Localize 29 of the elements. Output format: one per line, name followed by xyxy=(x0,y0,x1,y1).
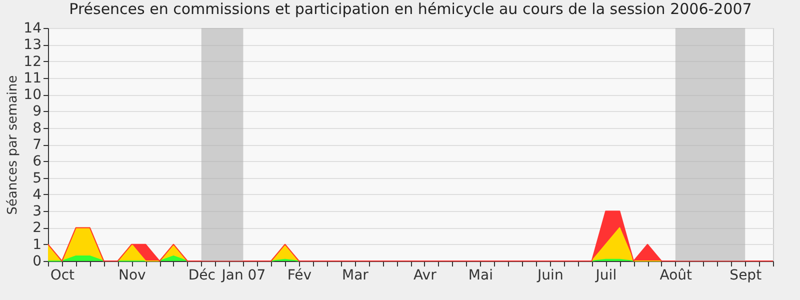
x-tick-label: Mai xyxy=(468,268,493,284)
x-tick-label: Fév xyxy=(287,268,312,284)
y-tick-label: 14 xyxy=(24,20,42,36)
y-tick-label: 5 xyxy=(32,170,42,186)
chart-title: Présences en commissions et participation en hémicycle au cours de la session 2006-2007 xyxy=(69,0,752,18)
x-tick-label: Juil xyxy=(594,268,617,284)
x-tick-label: Jan 07 xyxy=(220,268,266,284)
y-tick-label: 13 xyxy=(24,37,42,54)
y-tick-label: 0 xyxy=(32,254,42,270)
y-tick-label: 1 xyxy=(32,236,42,253)
y-tick-label: 4 xyxy=(32,186,42,203)
y-tick-label: 11 xyxy=(24,70,42,86)
x-tick-label: Sept xyxy=(730,268,762,284)
y-tick-label: 3 xyxy=(32,204,42,220)
y-tick-label: 6 xyxy=(32,154,42,170)
y-tick-label: 8 xyxy=(32,120,42,136)
y-tick-label: 2 xyxy=(32,220,42,236)
x-tick-label: Août xyxy=(660,268,693,284)
x-tick-label: Avr xyxy=(414,268,437,284)
x-tick-label: Oct xyxy=(50,268,76,284)
y-tick-label: 7 xyxy=(32,137,42,153)
x-tick-label: Mar xyxy=(342,268,369,284)
x-tick-label: Nov xyxy=(118,268,146,284)
y-tick-label: 9 xyxy=(32,104,42,120)
y-tick-label: 12 xyxy=(24,54,42,70)
y-tick-label: 10 xyxy=(24,87,42,104)
y-axis-title: Séances par semaine xyxy=(6,75,21,215)
x-tick-label: Juin xyxy=(536,268,564,284)
x-tick-label: Déc xyxy=(188,268,216,284)
